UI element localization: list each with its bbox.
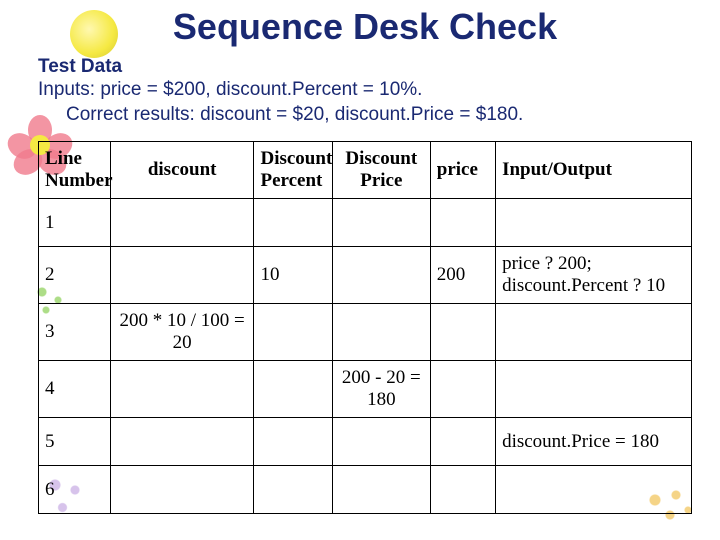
slide-content: Sequence Desk Check Test Data Inputs: pr…	[0, 0, 720, 514]
col-price: price	[430, 142, 495, 199]
cell-discount	[110, 418, 254, 466]
col-discount: discount	[110, 142, 254, 199]
table-header-row: Line Number discount Discount Percent Di…	[39, 142, 692, 199]
col-line-number: Line Number	[39, 142, 111, 199]
cell-io	[496, 199, 692, 247]
cell-dprice: 200 - 20 = 180	[332, 361, 430, 418]
cell-line: 3	[39, 304, 111, 361]
cell-discount: 200 * 10 / 100 = 20	[110, 304, 254, 361]
table-row: 2 10 200 price ? 200; discount.Percent ?…	[39, 247, 692, 304]
cell-discount	[110, 361, 254, 418]
cell-dprice	[332, 247, 430, 304]
test-data-heading: Test Data	[38, 56, 692, 78]
cell-price	[430, 418, 495, 466]
cell-io	[496, 466, 692, 514]
cell-io: price ? 200; discount.Percent ? 10	[496, 247, 692, 304]
cell-price	[430, 199, 495, 247]
table-row: 3 200 * 10 / 100 = 20	[39, 304, 692, 361]
cell-line: 1	[39, 199, 111, 247]
cell-discount	[110, 247, 254, 304]
table-row: 4 200 - 20 = 180	[39, 361, 692, 418]
cell-line: 5	[39, 418, 111, 466]
col-input-output: Input/Output	[496, 142, 692, 199]
table-row: 6	[39, 466, 692, 514]
col-discount-price: Discount Price	[332, 142, 430, 199]
cell-line: 2	[39, 247, 111, 304]
cell-price	[430, 304, 495, 361]
cell-percent	[254, 466, 332, 514]
cell-dprice	[332, 466, 430, 514]
cell-io	[496, 304, 692, 361]
col-discount-percent: Discount Percent	[254, 142, 332, 199]
cell-price	[430, 466, 495, 514]
cell-discount	[110, 199, 254, 247]
cell-dprice	[332, 304, 430, 361]
cell-dprice	[332, 199, 430, 247]
desk-check-table: Line Number discount Discount Percent Di…	[38, 141, 692, 514]
cell-percent: 10	[254, 247, 332, 304]
cell-percent	[254, 418, 332, 466]
cell-io	[496, 361, 692, 418]
cell-percent	[254, 304, 332, 361]
table-body: 1 2 10 200 price ? 200; discount.Percent…	[39, 199, 692, 514]
cell-line: 4	[39, 361, 111, 418]
inputs-line: Inputs: price = $200, discount.Percent =…	[38, 78, 692, 103]
cell-price	[430, 361, 495, 418]
cell-percent	[254, 361, 332, 418]
cell-line: 6	[39, 466, 111, 514]
cell-io: discount.Price = 180	[496, 418, 692, 466]
table-row: 1	[39, 199, 692, 247]
cell-dprice	[332, 418, 430, 466]
table-row: 5 discount.Price = 180	[39, 418, 692, 466]
results-line: Correct results: discount = $20, discoun…	[38, 103, 692, 128]
cell-percent	[254, 199, 332, 247]
cell-price: 200	[430, 247, 495, 304]
slide-title: Sequence Desk Check	[38, 6, 692, 48]
cell-discount	[110, 466, 254, 514]
